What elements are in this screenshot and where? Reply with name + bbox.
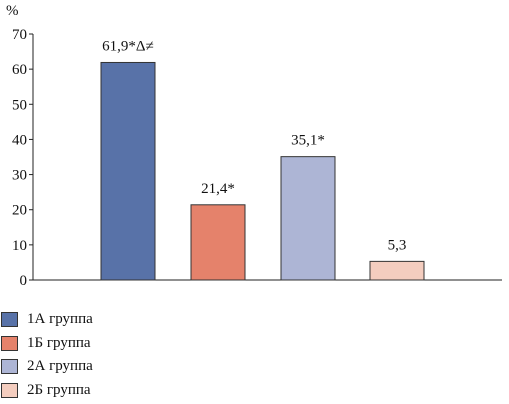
bars: 61,9*Δ≠ 21,4* 35,1* 5,3 — [100, 38, 425, 281]
y-tick-label: 20 — [12, 203, 27, 219]
y-axis-unit-label: % — [6, 3, 19, 19]
y-tick-label: 30 — [12, 168, 27, 184]
y-tick-label: 40 — [12, 132, 27, 148]
legend-item: 2А группа — [1, 355, 93, 379]
bar — [100, 61, 156, 281]
bar-value-label: 21,4* — [201, 181, 235, 197]
legend-item: 2Б группа — [1, 379, 93, 403]
bar — [280, 156, 336, 281]
y-tick-label: 10 — [12, 238, 27, 254]
bar-value-label: 35,1* — [291, 133, 325, 149]
bar-chart: % 0 10 20 30 40 50 60 70 61,9*Δ≠ 21,4* 35,1* 5,3 — [6, 3, 502, 289]
legend-label: 2Б группа — [27, 381, 91, 398]
y-tick-label: 50 — [12, 97, 27, 113]
bar-value-label: 5,3 — [388, 237, 407, 253]
y-tick-label: 70 — [12, 27, 27, 43]
legend-label: 1Б группа — [27, 334, 91, 351]
legend-item: 1А группа — [1, 308, 93, 332]
y-tick-label: 60 — [12, 62, 27, 78]
bar — [190, 204, 246, 281]
legend: 1А группа 1Б группа 2А группа 2Б группа — [1, 308, 93, 402]
bar-value-label: 61,9*Δ≠ — [102, 38, 154, 54]
bar — [369, 260, 425, 281]
legend-label: 2А группа — [27, 358, 93, 375]
legend-swatch — [1, 382, 18, 398]
legend-swatch — [1, 359, 18, 375]
legend-swatch — [1, 335, 18, 351]
legend-label: 1А группа — [27, 311, 93, 328]
y-tick-label: 0 — [20, 273, 28, 289]
legend-swatch — [1, 312, 18, 328]
axes: 0 10 20 30 40 50 60 70 — [12, 27, 502, 289]
legend-item: 1Б группа — [1, 332, 93, 356]
